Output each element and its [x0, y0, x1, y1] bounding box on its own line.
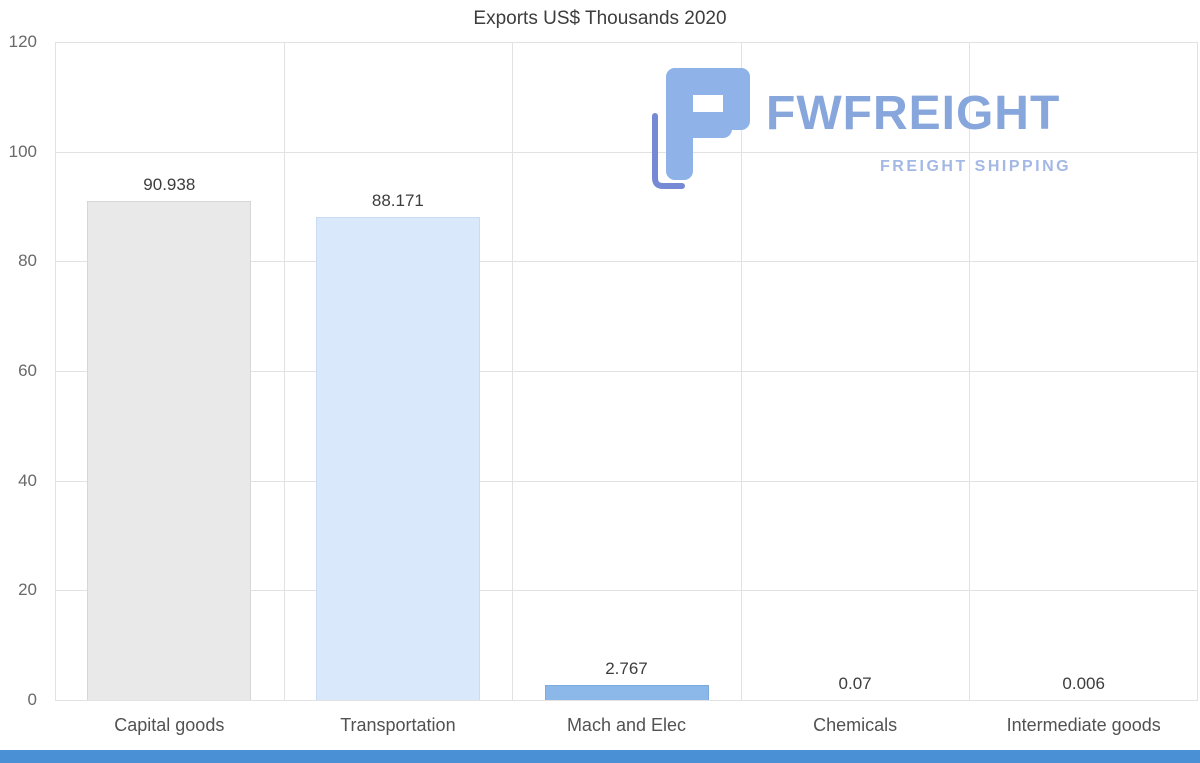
gridline-vertical — [740, 42, 742, 700]
bar-value-label: 0.07 — [838, 673, 872, 693]
gridline-vertical — [1197, 42, 1198, 700]
logo: FWFREIGHT FREIGHT SHIPPING — [648, 66, 1158, 196]
bar-value-label: 90.938 — [143, 175, 196, 195]
bar-transportation — [315, 216, 480, 700]
gridline-horizontal — [55, 261, 1198, 263]
gridline-horizontal — [55, 151, 1198, 153]
x-category-label: Mach and Elec — [566, 715, 687, 735]
gridline-horizontal — [55, 42, 1198, 43]
gridline-vertical — [283, 42, 285, 700]
gridline-vertical — [969, 42, 971, 700]
x-category-label: Capital goods — [114, 715, 225, 735]
bar-mach-and-elec — [544, 684, 709, 700]
y-tick-label: 80 — [18, 251, 37, 271]
chart-title: Exports US$ Thousands 2020 — [473, 8, 727, 29]
y-tick-label: 40 — [18, 470, 37, 490]
fwfreight-logo-icon — [652, 68, 750, 189]
y-tick-label: 60 — [18, 361, 37, 380]
logo-tagline-text: FREIGHT SHIPPING — [880, 158, 1072, 175]
bar-value-label: 0.006 — [1062, 673, 1105, 693]
footer-strip — [0, 750, 1200, 763]
plot-area: 90.938 88.171 2.767 0.07 0.006 — [55, 42, 1198, 701]
x-category-label: Intermediate goods — [1006, 715, 1161, 735]
gridline-horizontal — [55, 700, 1198, 701]
bar-value-label: 88.171 — [371, 190, 424, 210]
y-tick-label: 20 — [18, 580, 37, 600]
logo-brand-text: FWFREIGHT — [766, 87, 1061, 140]
bar-value-label: 2.767 — [605, 658, 648, 678]
x-category-label: Chemicals — [813, 715, 898, 735]
y-tick-label: 100 — [8, 141, 37, 161]
y-axis: 0 20 40 60 80 100 120 — [0, 0, 45, 763]
gridline-horizontal — [55, 590, 1198, 592]
gridline-horizontal — [55, 371, 1198, 372]
bar-capital-goods — [87, 201, 252, 700]
gridline-vertical — [512, 42, 514, 700]
y-tick-label: 120 — [8, 32, 37, 51]
gridline-horizontal — [55, 480, 1198, 482]
x-category-label: Transportation — [340, 715, 456, 735]
y-tick-label: 0 — [27, 690, 37, 709]
gridline-vertical — [55, 42, 56, 700]
x-axis: Capital goods Transportation Mach and Elec… — [55, 712, 1198, 744]
